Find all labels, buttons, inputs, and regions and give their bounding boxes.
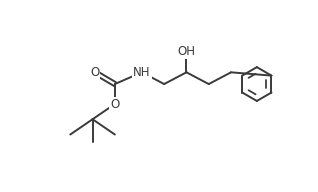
Text: O: O bbox=[110, 98, 120, 111]
Text: OH: OH bbox=[177, 45, 196, 58]
Text: NH: NH bbox=[133, 66, 151, 79]
Text: O: O bbox=[90, 66, 100, 79]
